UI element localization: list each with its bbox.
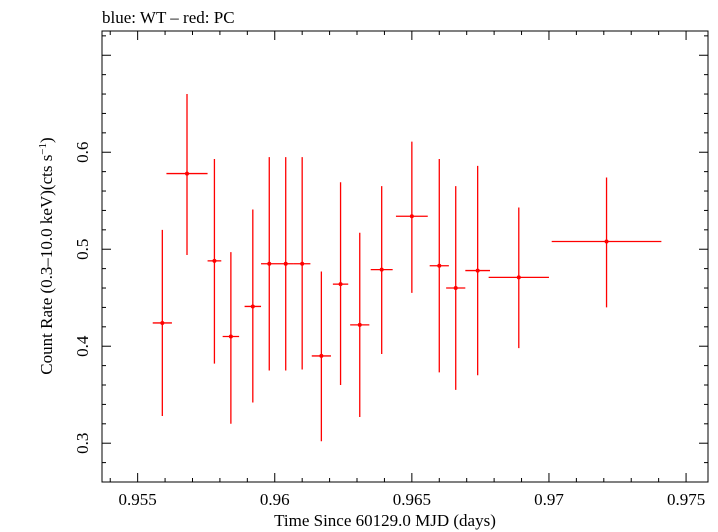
data-marker (300, 261, 305, 266)
data-series (152, 94, 662, 442)
data-point (261, 157, 278, 371)
y-axis-label-exponent: −1 (37, 143, 49, 155)
x-tick-label: 0.955 (119, 490, 157, 509)
data-marker (357, 322, 362, 327)
data-marker (437, 263, 442, 268)
data-marker (379, 267, 384, 272)
y-axis-label: Count Rate (0.3–10.0 keV)(cts s−1) (37, 137, 56, 374)
data-point (207, 159, 222, 364)
data-marker (250, 304, 255, 309)
x-tick-label: 0.975 (667, 490, 705, 509)
data-marker (267, 261, 272, 266)
data-marker (604, 239, 609, 244)
data-point (293, 157, 311, 370)
data-point (152, 229, 172, 417)
data-marker (228, 334, 233, 339)
data-point (370, 186, 393, 354)
data-marker (338, 282, 343, 287)
data-marker (319, 353, 324, 358)
data-point (551, 177, 662, 308)
data-marker (453, 286, 458, 291)
chart-title: blue: WT – red: PC (102, 8, 235, 27)
data-point (244, 209, 262, 403)
y-tick-label: 0.3 (73, 433, 92, 454)
data-point (332, 182, 349, 386)
data-marker (516, 275, 521, 280)
x-tick-label: 0.97 (534, 490, 564, 509)
data-point (488, 207, 549, 349)
data-point (429, 159, 449, 373)
data-marker (475, 268, 480, 273)
y-tick-label: 0.4 (73, 335, 92, 357)
data-point (311, 271, 331, 442)
data-point (166, 94, 208, 256)
y-axis-label-main: Count Rate (0.3–10.0 keV)(cts s (37, 155, 56, 375)
data-marker (212, 258, 217, 263)
x-tick-label: 0.965 (393, 490, 431, 509)
y-tick-label: 0.5 (73, 239, 92, 260)
data-point (350, 232, 370, 418)
y-tick-label: 0.6 (73, 142, 92, 163)
y-axis: 0.3 0.4 0.5 0.6 (73, 35, 708, 483)
x-tick-label: 0.96 (260, 490, 290, 509)
data-point (222, 252, 240, 424)
data-point (395, 141, 428, 293)
x-axis-label: Time Since 60129.0 MJD (days) (274, 511, 496, 530)
x-axis: 0.955 0.96 0.965 0.97 0.975 (109, 31, 705, 509)
data-marker (283, 261, 288, 266)
data-point (277, 157, 294, 371)
plot-frame (101, 30, 709, 483)
data-marker (409, 214, 414, 219)
data-point (465, 165, 491, 376)
data-marker (185, 171, 190, 176)
data-marker (160, 320, 165, 325)
data-point (446, 186, 466, 390)
y-axis-label-close: ) (37, 137, 56, 143)
